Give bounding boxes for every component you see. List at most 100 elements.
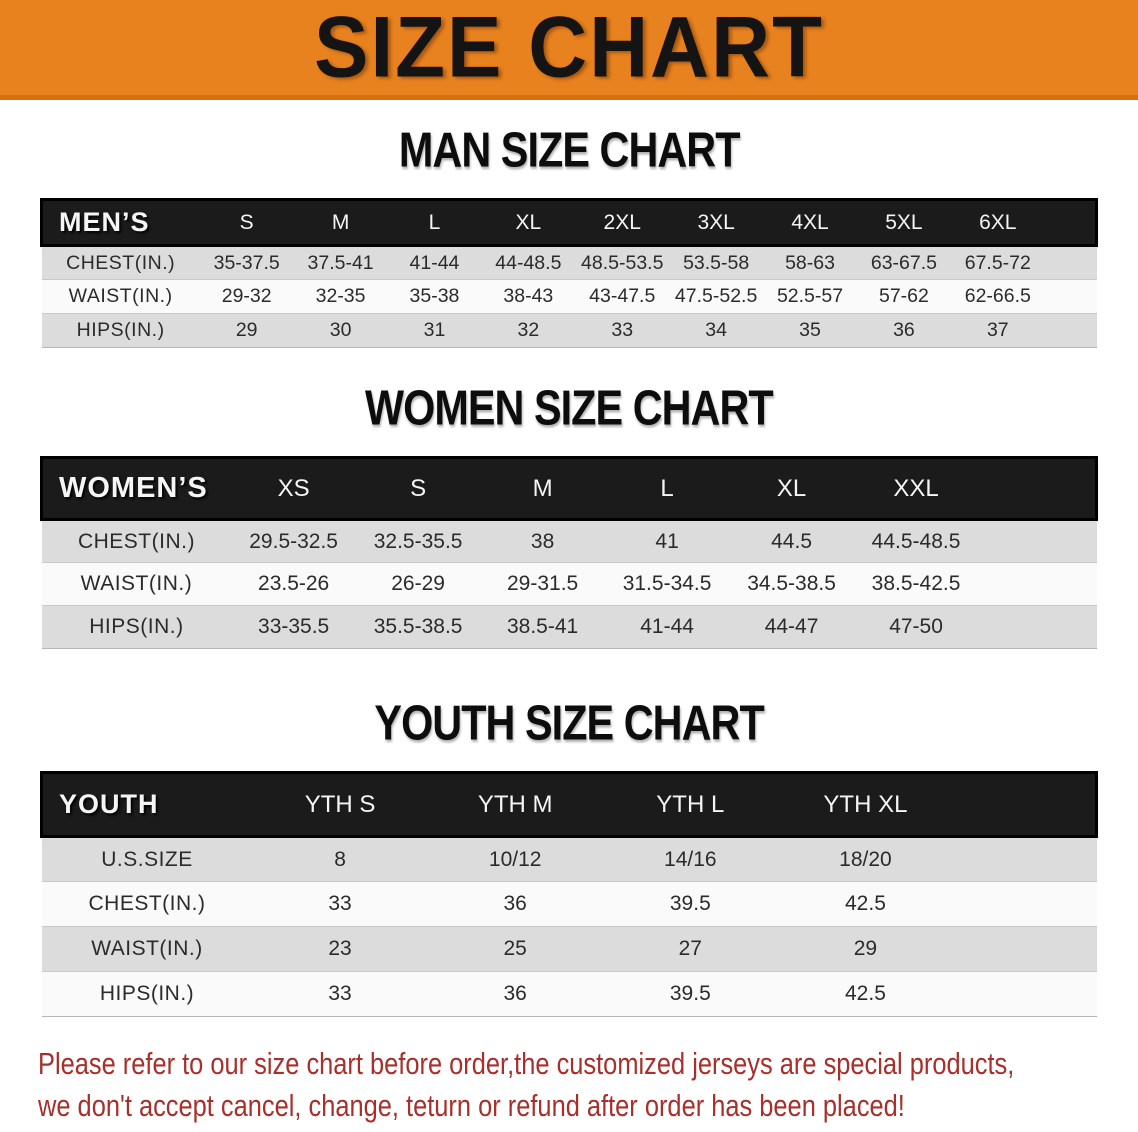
size-column-header: S bbox=[239, 210, 254, 234]
measurement-value: 43-47.5 bbox=[589, 285, 656, 307]
size-column-header: M bbox=[532, 474, 553, 502]
size-header-row: MEN’S S M L XL 2XL 3XL 4XL 5XL 6XL bbox=[41, 199, 1097, 246]
measurement-label: WAIST(IN.) bbox=[80, 572, 193, 595]
measurement-value: 44.5 bbox=[771, 529, 812, 553]
measurement-value: 36 bbox=[503, 892, 527, 915]
measurement-value: 31 bbox=[423, 319, 446, 341]
youth-size-table: YOUTH YTH S YTH M YTH L YTH XL U.S.SIZE 8 10/12… bbox=[40, 771, 1098, 1017]
order-disclaimer: Please refer to our size chart before or… bbox=[38, 1043, 1138, 1127]
measurement-value: 62-66.5 bbox=[964, 285, 1031, 307]
header-filler-cell bbox=[1045, 200, 1097, 246]
measurement-value: 35-37.5 bbox=[213, 251, 280, 274]
measurement-value: 29 bbox=[235, 319, 258, 341]
measurement-value: 38-43 bbox=[503, 285, 554, 307]
size-column-header: 6XL bbox=[979, 210, 1017, 234]
measurement-value: 29-32 bbox=[221, 285, 272, 307]
measurement-value: 26-29 bbox=[391, 572, 445, 595]
measurement-value: 42.5 bbox=[845, 982, 886, 1005]
measurement-value: 37.5-41 bbox=[307, 251, 374, 274]
measurement-row: CHEST(IN.) 35-37.5 37.5-41 41-44 44-48.5 48.5… bbox=[41, 245, 1097, 280]
size-column-header: 5XL bbox=[885, 210, 923, 234]
measurement-value: 38.5-41 bbox=[506, 615, 579, 638]
measurement-value: 32.5-35.5 bbox=[373, 529, 463, 553]
measurement-value: 57-62 bbox=[878, 285, 929, 307]
measurement-value: 33 bbox=[611, 319, 634, 341]
size-chart-banner: SIZE CHART bbox=[0, 0, 1138, 100]
measurement-value: 42.5 bbox=[845, 892, 886, 915]
measurement-value: 53.5-58 bbox=[683, 251, 750, 274]
women-section-title: WOMEN SIZE CHART bbox=[0, 381, 1138, 436]
size-column-header: L bbox=[428, 210, 441, 234]
row-filler-cell bbox=[1045, 280, 1097, 314]
size-header-row: WOMEN’S XS S M L XL XXL bbox=[41, 457, 1097, 520]
size-column-header: M bbox=[331, 210, 350, 234]
measurement-value: 34.5-38.5 bbox=[747, 572, 836, 595]
header-filler-cell bbox=[978, 458, 1096, 520]
measurement-value: 25 bbox=[503, 937, 527, 960]
man-section-title-text: MAN SIZE CHART bbox=[398, 123, 741, 178]
row-filler-cell bbox=[953, 837, 1097, 882]
measurement-value: 41-44 bbox=[409, 251, 460, 274]
measurement-value: 32 bbox=[517, 319, 540, 341]
size-column-header: XXL bbox=[893, 474, 939, 502]
measurement-value: 29-31.5 bbox=[506, 572, 579, 595]
measurement-label: HIPS(IN.) bbox=[76, 319, 165, 341]
measurement-row: CHEST(IN.) 33 36 39.5 42.5 bbox=[41, 881, 1097, 927]
measurement-label: CHEST(IN.) bbox=[88, 892, 206, 915]
measurement-value: 33 bbox=[328, 982, 352, 1005]
measurement-value: 23 bbox=[328, 937, 352, 960]
measurement-value: 52.5-57 bbox=[776, 285, 844, 307]
measurement-value: 10/12 bbox=[488, 847, 542, 871]
size-column-header: 3XL bbox=[697, 210, 735, 234]
youth-section-title: YOUTH SIZE CHART bbox=[0, 696, 1138, 751]
measurement-value: 38.5-42.5 bbox=[871, 572, 961, 595]
measurement-row: HIPS(IN.) 33 36 39.5 42.5 bbox=[41, 971, 1097, 1017]
measurement-label: WAIST(IN.) bbox=[68, 285, 173, 307]
measurement-value: 37 bbox=[986, 319, 1009, 341]
size-header-row: YOUTH YTH S YTH M YTH L YTH XL bbox=[41, 772, 1097, 837]
measurement-row: WAIST(IN.) 23 25 27 29 bbox=[41, 926, 1097, 972]
measurement-label: WAIST(IN.) bbox=[91, 937, 203, 960]
table-category-label: WOMEN’S bbox=[59, 472, 208, 504]
table-category-label: YOUTH bbox=[59, 789, 159, 819]
measurement-value: 41 bbox=[655, 529, 679, 553]
measurement-value: 44-48.5 bbox=[495, 251, 562, 274]
measurement-value: 29 bbox=[853, 937, 878, 960]
measurement-value: 34 bbox=[705, 319, 727, 341]
measurement-row: WAIST(IN.) 23.5-26 26-29 29-31.5 31.5-34.5 34… bbox=[41, 562, 1097, 606]
size-column-header: 4XL bbox=[791, 210, 829, 234]
size-column-header: 2XL bbox=[603, 210, 641, 234]
measurement-value: 36 bbox=[503, 982, 527, 1005]
disclaimer-line-1: Please refer to our size chart before or… bbox=[38, 1046, 1015, 1081]
measurement-value: 35 bbox=[799, 319, 821, 341]
row-filler-cell bbox=[953, 972, 1097, 1017]
measurement-value: 36 bbox=[893, 319, 915, 341]
measurement-value: 44-47 bbox=[764, 615, 819, 638]
table-category-label: MEN’S bbox=[59, 207, 150, 237]
size-column-header: YTH S bbox=[304, 790, 376, 818]
row-filler-cell bbox=[1045, 246, 1097, 280]
size-column-header: YTH M bbox=[477, 790, 553, 818]
measurement-value: 58-63 bbox=[785, 251, 835, 274]
man-section-title: MAN SIZE CHART bbox=[0, 123, 1138, 178]
measurement-value: 23.5-26 bbox=[258, 572, 330, 595]
measurement-label: HIPS(IN.) bbox=[99, 982, 195, 1005]
measurement-value: 38 bbox=[530, 529, 555, 553]
measurement-value: 18/20 bbox=[839, 847, 892, 871]
header-filler-cell bbox=[953, 773, 1097, 837]
measurement-value: 48.5-53.5 bbox=[581, 251, 664, 274]
measurement-value: 8 bbox=[334, 847, 346, 871]
size-column-header: YTH XL bbox=[823, 790, 908, 818]
measurement-value: 47-50 bbox=[889, 615, 943, 638]
size-column-header: YTH L bbox=[656, 790, 725, 818]
banner-title: SIZE CHART bbox=[314, 0, 824, 95]
row-filler-cell bbox=[1045, 314, 1097, 348]
measurement-value: 47.5-52.5 bbox=[674, 285, 758, 307]
measurement-value: 33 bbox=[328, 892, 352, 915]
measurement-value: 39.5 bbox=[669, 982, 711, 1005]
measurement-value: 35.5-38.5 bbox=[373, 615, 463, 638]
measurement-value: 31.5-34.5 bbox=[622, 572, 712, 595]
row-filler-cell bbox=[978, 606, 1096, 649]
measurement-row: HIPS(IN.) 29 30 31 32 33 34 35 36 37 bbox=[41, 313, 1097, 348]
measurement-row: CHEST(IN.) 29.5-32.5 32.5-35.5 38 41 44.5 44.5… bbox=[41, 519, 1097, 563]
